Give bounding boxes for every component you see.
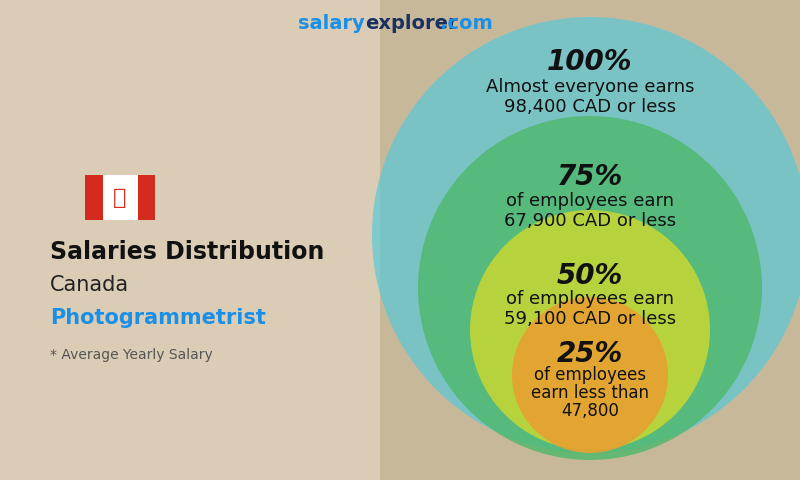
Text: salary: salary	[298, 14, 365, 33]
Circle shape	[418, 116, 762, 460]
Text: earn less than: earn less than	[531, 384, 649, 402]
Text: Canada: Canada	[50, 275, 129, 295]
Text: Photogrammetrist: Photogrammetrist	[50, 308, 266, 328]
Text: explorer: explorer	[365, 14, 458, 33]
Text: 75%: 75%	[557, 163, 623, 191]
Text: Salaries Distribution: Salaries Distribution	[50, 240, 324, 264]
Bar	[85, 175, 102, 220]
Text: 59,100 CAD or less: 59,100 CAD or less	[504, 310, 676, 328]
Circle shape	[372, 17, 800, 453]
Text: 🍁: 🍁	[114, 188, 126, 207]
FancyBboxPatch shape	[0, 0, 380, 480]
Text: 25%: 25%	[557, 340, 623, 368]
Circle shape	[470, 210, 710, 450]
Text: of employees: of employees	[534, 366, 646, 384]
Text: 50%: 50%	[557, 262, 623, 290]
Text: of employees earn: of employees earn	[506, 290, 674, 308]
Text: 47,800: 47,800	[561, 402, 619, 420]
Text: 67,900 CAD or less: 67,900 CAD or less	[504, 212, 676, 230]
Bar	[85, 175, 155, 220]
Text: * Average Yearly Salary: * Average Yearly Salary	[50, 348, 213, 362]
Text: .com: .com	[440, 14, 493, 33]
Text: of employees earn: of employees earn	[506, 192, 674, 210]
Text: Almost everyone earns: Almost everyone earns	[486, 78, 694, 96]
Text: 98,400 CAD or less: 98,400 CAD or less	[504, 98, 676, 116]
Circle shape	[512, 297, 668, 453]
Text: 100%: 100%	[547, 48, 633, 76]
Bar	[138, 175, 155, 220]
